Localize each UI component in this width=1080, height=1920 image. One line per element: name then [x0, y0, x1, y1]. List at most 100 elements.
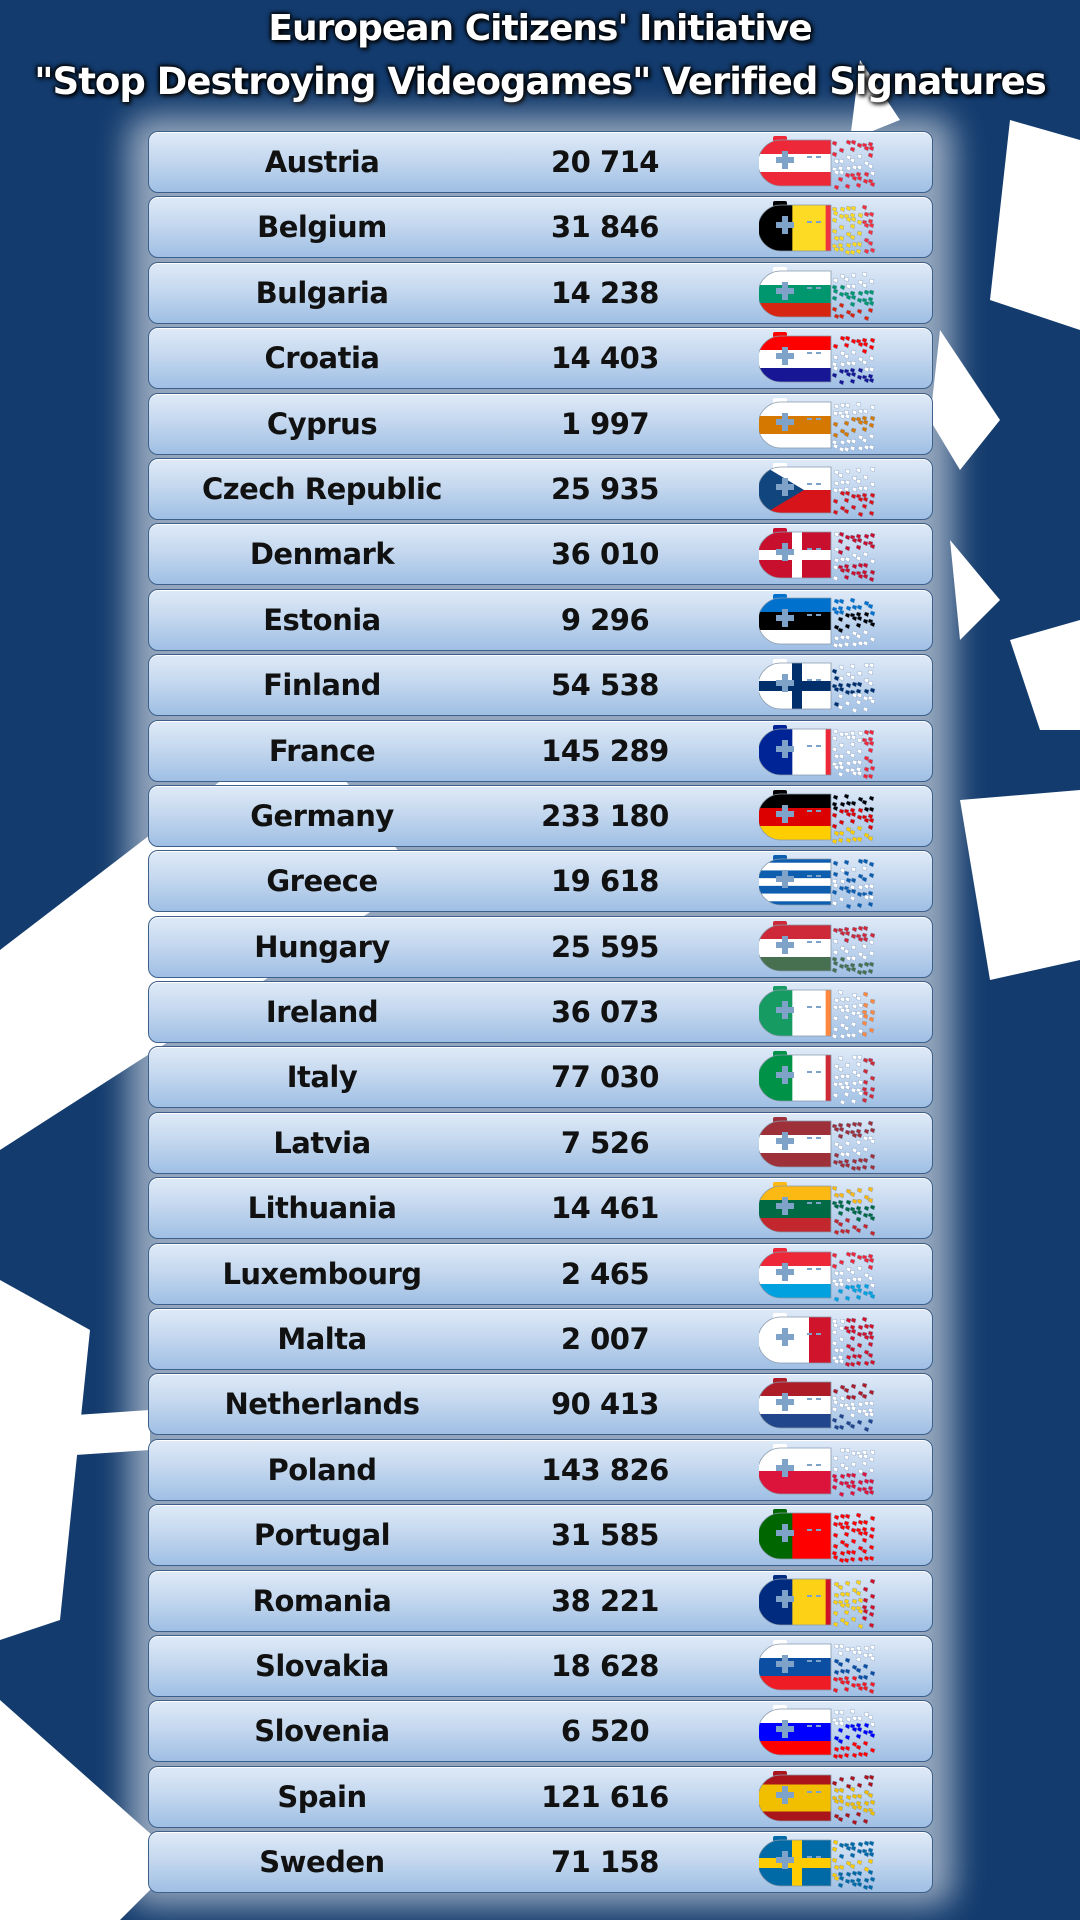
- signature-count: 7 526: [560, 1125, 650, 1160]
- country-name: France: [268, 733, 376, 768]
- signature-count: 14 461: [551, 1191, 660, 1226]
- controller-flag-icon: [759, 1247, 876, 1302]
- controller-flag-icon: [759, 1509, 876, 1564]
- table-row: Austria 20 714: [148, 131, 933, 193]
- signature-count: 36 010: [551, 537, 660, 572]
- country-name: Poland: [267, 1452, 377, 1487]
- controller-flag-icon: [759, 462, 876, 517]
- country-name: Greece: [266, 864, 378, 899]
- table-row: Latvia 7 526: [148, 1111, 933, 1174]
- controller-flag-icon: [759, 855, 875, 910]
- controller-flag-icon: [759, 920, 876, 975]
- signature-count: 18 628: [551, 1648, 660, 1683]
- controller-flag-icon: [759, 1182, 876, 1237]
- controller-flag-icon: [759, 1705, 876, 1760]
- signature-count: 90 413: [551, 1387, 660, 1422]
- signature-count: 2 007: [560, 1322, 650, 1357]
- controller-flag-icon: [759, 397, 876, 452]
- table-row: Greece 19 618: [148, 850, 933, 913]
- signature-count: 31 585: [551, 1518, 660, 1553]
- title-line-2: "Stop Destroying Videogames" Verified Si…: [34, 60, 1046, 103]
- country-name: Romania: [252, 1583, 392, 1618]
- controller-flag-icon: [759, 266, 875, 321]
- controller-flag-icon: [759, 1051, 876, 1106]
- controller-flag-icon: [759, 136, 876, 190]
- signatures-table: Austria 20 714 Belgium 31 846 Bulgaria 14 …: [148, 131, 933, 1897]
- table-row: Italy 77 030: [148, 1046, 933, 1109]
- country-name: Spain: [277, 1779, 367, 1814]
- country-name: Germany: [250, 798, 394, 833]
- country-name: Portugal: [253, 1518, 391, 1553]
- table-row: Spain 121 616: [148, 1765, 933, 1828]
- table-row: Sweden 71 158: [148, 1831, 933, 1894]
- signature-count: 36 073: [551, 995, 660, 1030]
- table-row: Romania 38 221: [148, 1569, 933, 1632]
- country-name: Estonia: [263, 602, 381, 637]
- signature-count: 9 296: [560, 602, 650, 637]
- country-name: Cyprus: [266, 406, 378, 441]
- signature-count: 38 221: [551, 1583, 660, 1618]
- signature-count: 14 403: [551, 341, 660, 376]
- country-name: Belgium: [257, 210, 387, 245]
- signature-count: 145 289: [541, 733, 669, 768]
- table-row: Lithuania 14 461: [148, 1177, 933, 1240]
- signature-count: 2 465: [560, 1256, 650, 1291]
- signature-count: 25 935: [551, 471, 660, 506]
- table-row: Slovakia 18 628: [148, 1634, 933, 1697]
- signature-count: 143 826: [541, 1452, 669, 1487]
- country-name: Denmark: [249, 537, 395, 572]
- controller-flag-icon: [759, 789, 875, 844]
- controller-flag-icon: [759, 724, 876, 779]
- controller-flag-icon: [759, 1443, 876, 1498]
- controller-flag-icon: [759, 1770, 876, 1825]
- controller-flag-icon: [759, 1836, 876, 1891]
- signature-count: 14 238: [551, 275, 660, 310]
- country-name: Luxembourg: [222, 1256, 422, 1291]
- country-name: Sweden: [259, 1845, 385, 1880]
- table-row: Malta 2 007: [148, 1308, 933, 1371]
- country-name: Malta: [277, 1322, 367, 1357]
- signature-count: 71 158: [551, 1845, 660, 1880]
- controller-flag-icon: [759, 1313, 876, 1368]
- controller-flag-icon: [759, 659, 876, 714]
- table-row: Hungary 25 595: [148, 915, 933, 978]
- country-name: Latvia: [273, 1125, 371, 1160]
- table-row: Luxembourg 2 465: [148, 1242, 933, 1305]
- country-name: Bulgaria: [255, 275, 389, 310]
- country-name: Austria: [264, 145, 380, 179]
- country-name: Slovakia: [254, 1648, 390, 1683]
- table-row: Germany 233 180: [148, 784, 933, 847]
- controller-flag-icon: [759, 593, 876, 648]
- table-row: Netherlands 90 413: [148, 1373, 933, 1436]
- controller-flag-icon: [759, 1639, 876, 1694]
- controller-flag-icon: [759, 332, 876, 386]
- table-row: Cyprus 1 997: [148, 392, 933, 455]
- signature-count: 31 846: [551, 210, 660, 245]
- country-name: Slovenia: [254, 1714, 390, 1749]
- country-name: Czech Republic: [202, 471, 443, 506]
- signature-count: 121 616: [541, 1779, 669, 1814]
- table-row: France 145 289: [148, 719, 933, 782]
- table-row: Bulgaria 14 238: [148, 261, 933, 324]
- country-name: Italy: [286, 1060, 358, 1095]
- country-name: Finland: [263, 668, 381, 703]
- signature-count: 20 714: [551, 145, 660, 179]
- controller-flag-icon: [759, 528, 876, 583]
- table-row: Croatia 14 403: [148, 327, 933, 390]
- table-row: Ireland 36 073: [148, 981, 933, 1044]
- controller-flag-icon: [759, 1574, 876, 1629]
- signature-count: 77 030: [551, 1060, 660, 1095]
- country-name: Hungary: [254, 929, 390, 964]
- signature-count: 25 595: [551, 929, 660, 964]
- table-row: Denmark 36 010: [148, 523, 933, 586]
- signature-count: 233 180: [541, 798, 669, 833]
- table-row: Slovenia 6 520: [148, 1700, 933, 1763]
- signature-count: 54 538: [551, 668, 660, 703]
- country-name: Ireland: [265, 995, 379, 1030]
- signature-count: 1 997: [560, 406, 650, 441]
- signature-count: 19 618: [551, 864, 660, 899]
- table-row: Czech Republic 25 935: [148, 457, 933, 520]
- signature-count: 6 520: [560, 1714, 650, 1749]
- table-row: Finland 54 538: [148, 654, 933, 717]
- table-row: Portugal 31 585: [148, 1504, 933, 1567]
